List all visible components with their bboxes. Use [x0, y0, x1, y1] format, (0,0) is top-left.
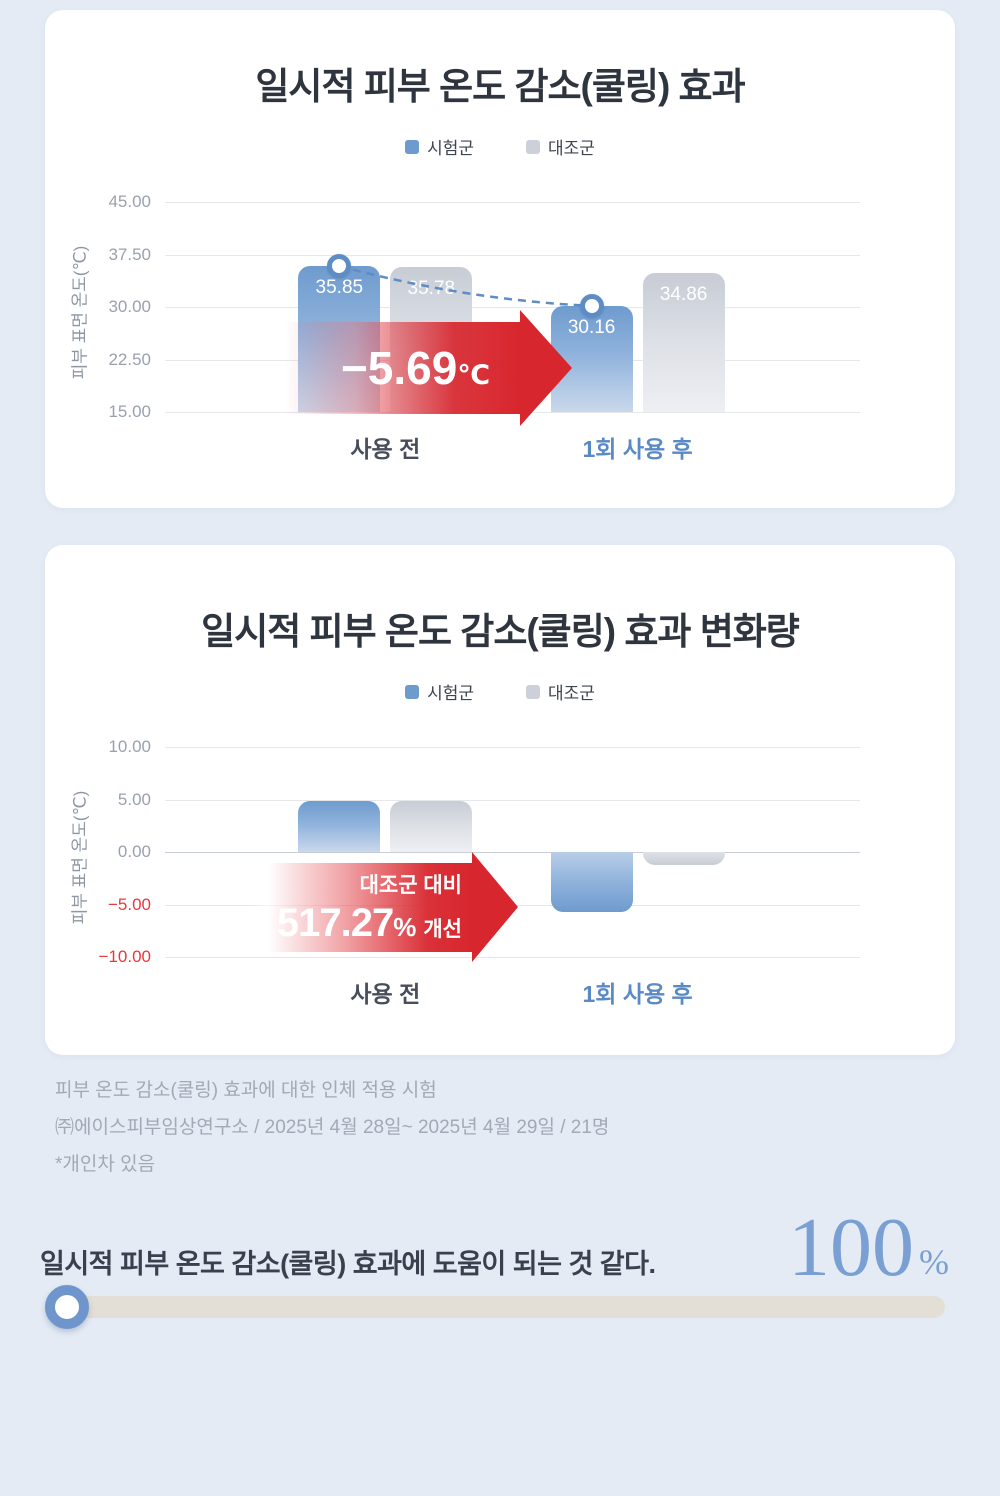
legend-item-test-group: 시험군 — [405, 134, 474, 159]
y-tick-label: 45.00 — [108, 192, 151, 211]
survey-statement: 일시적 피부 온도 감소(쿨링) 효과에 도움이 되는 것 같다. — [40, 1249, 656, 1279]
y-tick-label: 15.00 — [108, 402, 151, 421]
chart-legend: 시험군 대조군 — [45, 679, 955, 704]
data-point-marker-icon — [579, 293, 604, 318]
bar-value-label: 35.85 — [315, 277, 364, 299]
cooling-effect-chart-card: 일시적 피부 온도 감소(쿨링) 효과 시험군 대조군 피부 표면 온도(℃) … — [45, 10, 955, 508]
legend-item-control-group: 대조군 — [526, 679, 595, 704]
arrow-body: −5.69℃ — [285, 322, 520, 414]
improvement-label: 대조군 대비 — [359, 874, 462, 897]
legend-label: 시험군 — [427, 139, 474, 158]
temperature-drop-value: −5.69℃ — [340, 342, 491, 394]
legend-item-control-group: 대조군 — [526, 134, 595, 159]
survey-percentage: 100 — [788, 1201, 914, 1294]
bar-value-label: 34.86 — [659, 283, 708, 305]
x-category-label: 1회 사용 후 — [582, 981, 693, 1007]
y-tick-label: 5.00 — [117, 789, 151, 809]
x-category-label: 사용 전 — [350, 436, 421, 462]
control-group-swatch-icon — [526, 684, 540, 699]
improvement-arrow: 대조군 대비 517.27% 개선 — [250, 852, 518, 962]
footnote-line: *개인차 있음 — [55, 1154, 156, 1175]
y-tick-label: −10.00 — [98, 947, 151, 966]
data-point-marker-icon — [327, 254, 352, 279]
chart-title: 일시적 피부 온도 감소(쿨링) 효과 변화량 — [201, 611, 800, 652]
y-tick-label: 0.00 — [117, 842, 151, 861]
x-category-label: 1회 사용 후 — [582, 436, 693, 462]
cooling-change-chart-card: 일시적 피부 온도 감소(쿨링) 효과 변화량 시험군 대조군 피부 표면 온도… — [45, 545, 955, 1055]
bar-대조군 — [642, 272, 725, 412]
survey-score: 100 % — [788, 1206, 949, 1290]
bar-value-label: 35.78 — [407, 277, 456, 299]
test-group-swatch-icon — [405, 684, 420, 699]
gridline — [165, 202, 860, 203]
test-group-swatch-icon — [405, 139, 420, 154]
study-footnotes: 피부 온도 감소(쿨링) 효과에 대한 인체 적용 시험 ㈜에이스피부임상연구소… — [55, 1072, 609, 1183]
gridline — [165, 254, 860, 256]
y-tick-label: 37.50 — [108, 244, 151, 264]
survey-progress-handle[interactable] — [45, 1285, 89, 1329]
legend-item-test-group: 시험군 — [405, 679, 474, 704]
legend-label: 시험군 — [427, 684, 474, 703]
footnote-line: ㈜에이스피부임상연구소 / 2025년 4월 28일~ 2025년 4월 29일… — [55, 1117, 610, 1138]
y-tick-label: 30.00 — [108, 297, 151, 316]
arrow-head-icon — [520, 310, 572, 426]
bar-시험군 — [550, 852, 633, 912]
legend-label: 대조군 — [548, 684, 595, 703]
temperature-drop-arrow: −5.69℃ — [285, 310, 572, 426]
gridline — [165, 799, 860, 801]
improvement-value: 517.27% 개선 — [276, 901, 462, 945]
gridline — [165, 747, 860, 748]
legend-label: 대조군 — [548, 139, 595, 158]
arrow-head-icon — [472, 852, 518, 962]
y-tick-label: 22.50 — [108, 349, 151, 369]
bar-대조군 — [642, 852, 725, 865]
survey-progress-track[interactable] — [45, 1285, 945, 1329]
bar-value-label: 30.16 — [567, 316, 616, 338]
percent-sign: % — [919, 1242, 949, 1282]
arrow-body: 대조군 대비 517.27% 개선 — [250, 863, 472, 952]
control-group-swatch-icon — [526, 139, 540, 154]
x-category-label: 사용 전 — [350, 981, 421, 1007]
y-tick-label: 10.00 — [108, 737, 151, 756]
chart-legend: 시험군 대조군 — [45, 134, 955, 159]
footnote-line: 피부 온도 감소(쿨링) 효과에 대한 인체 적용 시험 — [55, 1080, 437, 1101]
y-tick-label: −5.00 — [107, 894, 151, 914]
chart-title: 일시적 피부 온도 감소(쿨링) 효과 — [255, 66, 745, 107]
bar-시험군 — [298, 800, 381, 852]
gridline — [165, 307, 860, 308]
bar-대조군 — [390, 800, 473, 852]
